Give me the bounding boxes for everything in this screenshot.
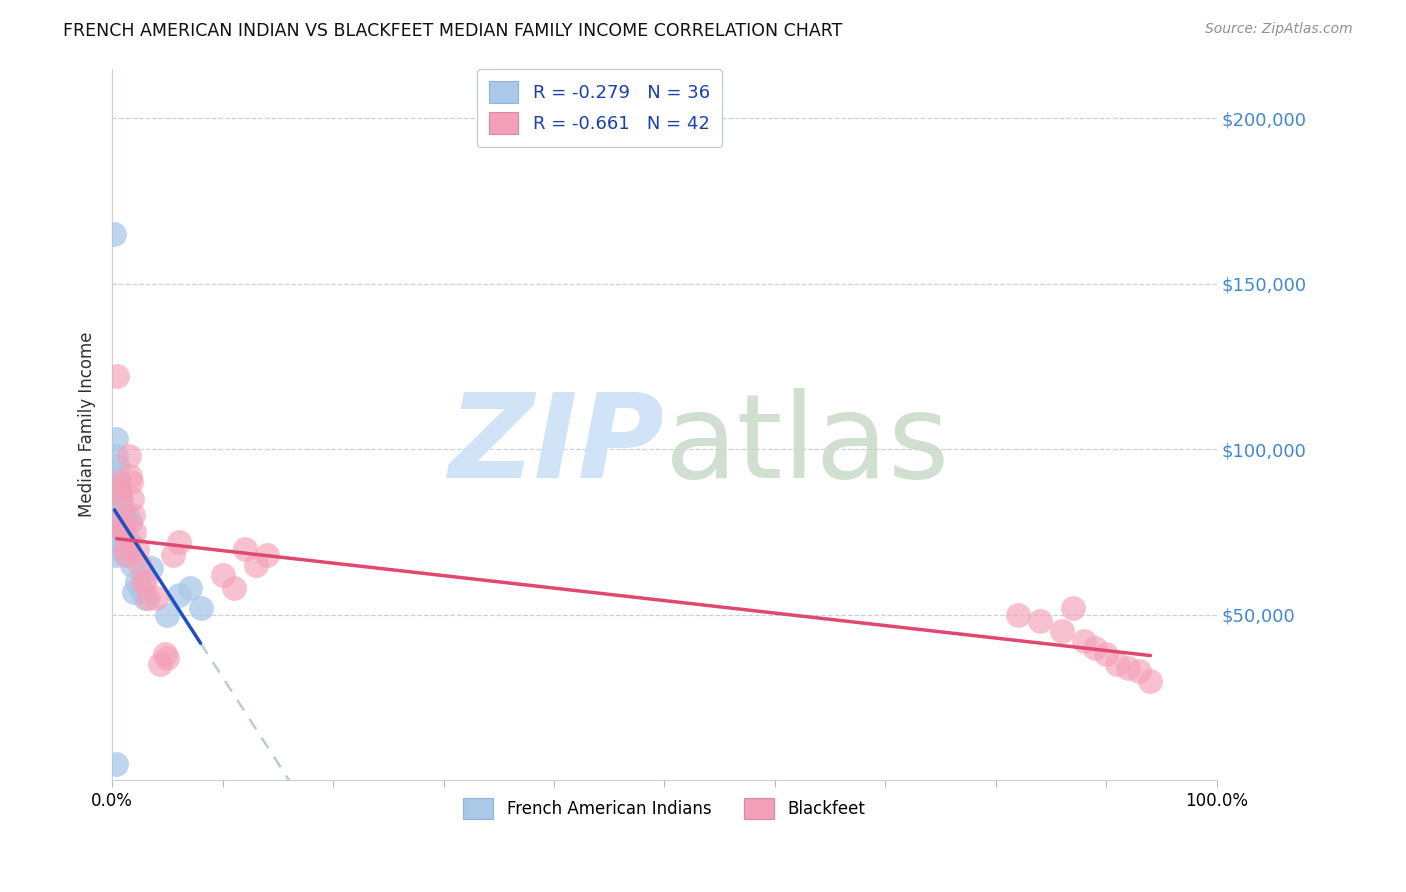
Point [1073,634,1095,648]
Point [111,512,134,526]
Point [125,574,148,589]
Point [1128,664,1150,678]
Point [108,524,131,539]
Point [1050,624,1073,639]
Point [134,574,156,589]
Point [1007,607,1029,622]
Text: FRENCH AMERICAN INDIAN VS BLACKFEET MEDIAN FAMILY INCOME CORRELATION CHART: FRENCH AMERICAN INDIAN VS BLACKFEET MEDI… [63,22,842,40]
Y-axis label: Median Family Income: Median Family Income [79,332,96,517]
Point [149,657,172,672]
Point [245,558,267,573]
Point [120,475,142,490]
Point [156,607,179,622]
Text: Source: ZipAtlas.com: Source: ZipAtlas.com [1205,22,1353,37]
Point [114,548,136,562]
Point [124,584,146,599]
Point [136,591,159,606]
Point [108,491,131,506]
Point [108,485,131,500]
Point [112,541,135,556]
Point [145,591,167,606]
Point [121,558,143,573]
Point [121,491,143,506]
Point [179,582,201,596]
Point [1029,615,1052,629]
Point [104,548,127,562]
Point [111,522,134,536]
Point [222,582,245,596]
Legend: French American Indians, Blackfeet: French American Indians, Blackfeet [457,792,872,825]
Point [139,561,162,575]
Point [107,478,129,492]
Point [1095,648,1118,662]
Point [1116,661,1139,675]
Point [110,505,132,519]
Point [112,524,135,539]
Point [105,458,128,473]
Point [112,538,135,552]
Point [118,449,141,463]
Point [111,528,134,542]
Point [132,574,155,589]
Point [103,227,125,241]
Point [105,369,128,384]
Point [122,508,145,523]
Point [190,601,212,615]
Point [155,648,177,662]
Point [1062,601,1084,615]
Point [118,468,141,483]
Point [124,524,146,539]
Point [256,548,278,562]
Point [110,491,132,506]
Point [114,541,136,556]
Point [211,568,233,582]
Point [125,541,148,556]
Point [110,512,132,526]
Point [107,472,129,486]
Point [104,756,127,771]
Point [156,650,179,665]
Point [112,532,135,546]
Text: atlas: atlas [665,388,950,503]
Point [104,432,127,446]
Point [1107,657,1129,672]
Point [115,508,138,523]
Point [118,515,141,529]
Point [134,591,156,606]
Point [1139,673,1161,688]
Point [112,545,135,559]
Text: ZIP: ZIP [449,388,665,503]
Point [111,515,134,529]
Point [117,541,139,556]
Point [108,482,131,496]
Point [115,548,138,562]
Point [128,582,150,596]
Point [108,475,131,490]
Point [104,449,127,463]
Point [108,499,131,513]
Point [1084,640,1107,655]
Point [118,535,141,549]
Point [128,558,150,573]
Point [167,588,190,602]
Point [112,522,135,536]
Point [162,548,184,562]
Point [233,541,256,556]
Point [167,535,190,549]
